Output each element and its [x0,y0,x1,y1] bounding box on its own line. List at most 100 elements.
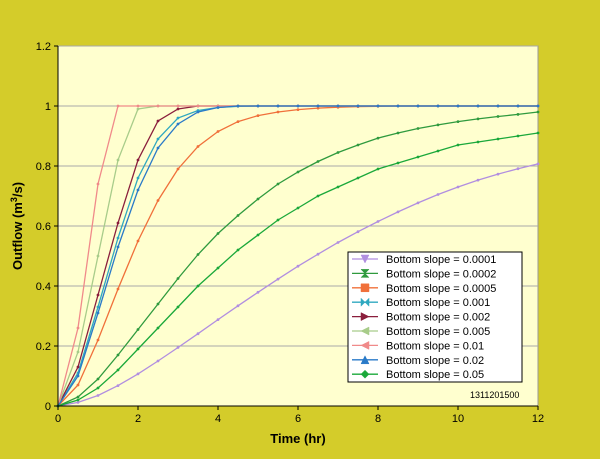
data-point [76,326,80,330]
data-point [336,104,340,108]
data-point [516,134,520,138]
legend-entry: Bottom slope = 0.01 [352,340,484,352]
series-9 [56,131,540,408]
data-point [176,104,180,108]
data-point [316,106,320,110]
data-point [356,143,360,147]
data-point [96,305,100,309]
y-tick-label: 1.2 [36,41,51,53]
data-point [296,170,300,174]
data-point [276,182,280,186]
legend-entry: Bottom slope = 0.001 [352,297,490,309]
data-point [396,131,400,135]
y-tick-label: 0 [45,401,51,413]
data-point [476,140,480,144]
data-point [96,377,100,381]
data-point [416,155,420,159]
legend-entry: Bottom slope = 0.002 [352,312,490,324]
data-point [416,127,420,130]
data-point [76,374,80,378]
data-point [296,264,300,268]
y-tick-label: 1 [45,101,51,113]
data-point [176,277,180,280]
data-point [156,104,160,108]
legend-entry: Bottom slope = 0.0002 [352,268,496,280]
legend-entry: Bottom slope = 0.05 [352,369,484,381]
series-8 [56,104,540,408]
data-point [76,401,80,404]
x-tick-label: 6 [295,413,301,425]
data-point [376,136,380,140]
data-point [436,123,440,127]
data-point [496,137,500,141]
data-point [116,236,120,240]
data-point [236,304,240,308]
legend-label: Bottom slope = 0.01 [386,340,484,352]
data-point [156,359,160,363]
data-point [76,395,80,399]
data-point [256,290,260,294]
data-point [456,185,460,189]
data-point [336,241,340,244]
series-1 [56,162,540,408]
data-point [436,104,440,108]
data-point [256,114,260,117]
legend-marker [360,369,370,379]
data-point [396,161,400,165]
data-point [76,365,80,369]
legend-marker [360,254,370,264]
data-point [136,372,140,376]
data-point [96,293,100,297]
data-point [176,346,180,349]
data-point [196,104,200,108]
legend-marker [360,283,370,293]
data-point [256,233,260,237]
data-point [136,188,140,192]
data-point [96,338,100,342]
data-point [356,104,360,108]
legend-entry: Bottom slope = 0.0001 [352,254,496,266]
legend-marker [360,312,370,322]
data-point [216,130,220,133]
data-point [136,328,140,331]
data-point [216,318,220,321]
data-point [76,398,80,402]
data-point [436,149,440,153]
data-point [116,104,120,108]
x-tick-label: 8 [375,413,381,425]
data-point [396,210,400,214]
data-point [336,185,340,189]
axes-layer: 0 2 4 6 8 10 12 0 0.2 0.4 0.6 0.8 1 1.2 [36,41,544,425]
legend-entry: Bottom slope = 0.02 [352,355,484,367]
data-point [236,214,240,217]
data-point [176,122,180,126]
data-point [116,353,120,357]
data-point [156,119,160,123]
data-point [216,266,220,270]
data-point [76,383,80,387]
data-point [316,160,320,163]
data-point [136,176,140,180]
legend-marker [360,355,370,365]
data-point [316,104,320,108]
data-point [236,104,240,108]
figure-id-annotation: 1311201500 [470,390,519,400]
data-point [196,145,200,148]
data-point [176,167,180,171]
x-tick-label: 0 [55,413,61,425]
data-point [196,332,200,336]
data-point [116,158,120,162]
data-point [76,350,80,354]
y-axis-label-tail: /s) [10,182,25,197]
data-point [116,245,120,249]
series-layer [56,104,540,408]
legend-label: Bottom slope = 0.002 [386,312,490,324]
data-point [456,104,460,108]
y-axis-label-base: Outflow (m [10,202,25,270]
y-axis-label: Outflow (m3/s) [9,182,25,270]
legend-label: Bottom slope = 0.005 [386,326,490,338]
y-tick-label: 0.6 [36,221,51,233]
data-point [136,104,140,108]
legend-label: Bottom slope = 0.0001 [386,254,496,266]
